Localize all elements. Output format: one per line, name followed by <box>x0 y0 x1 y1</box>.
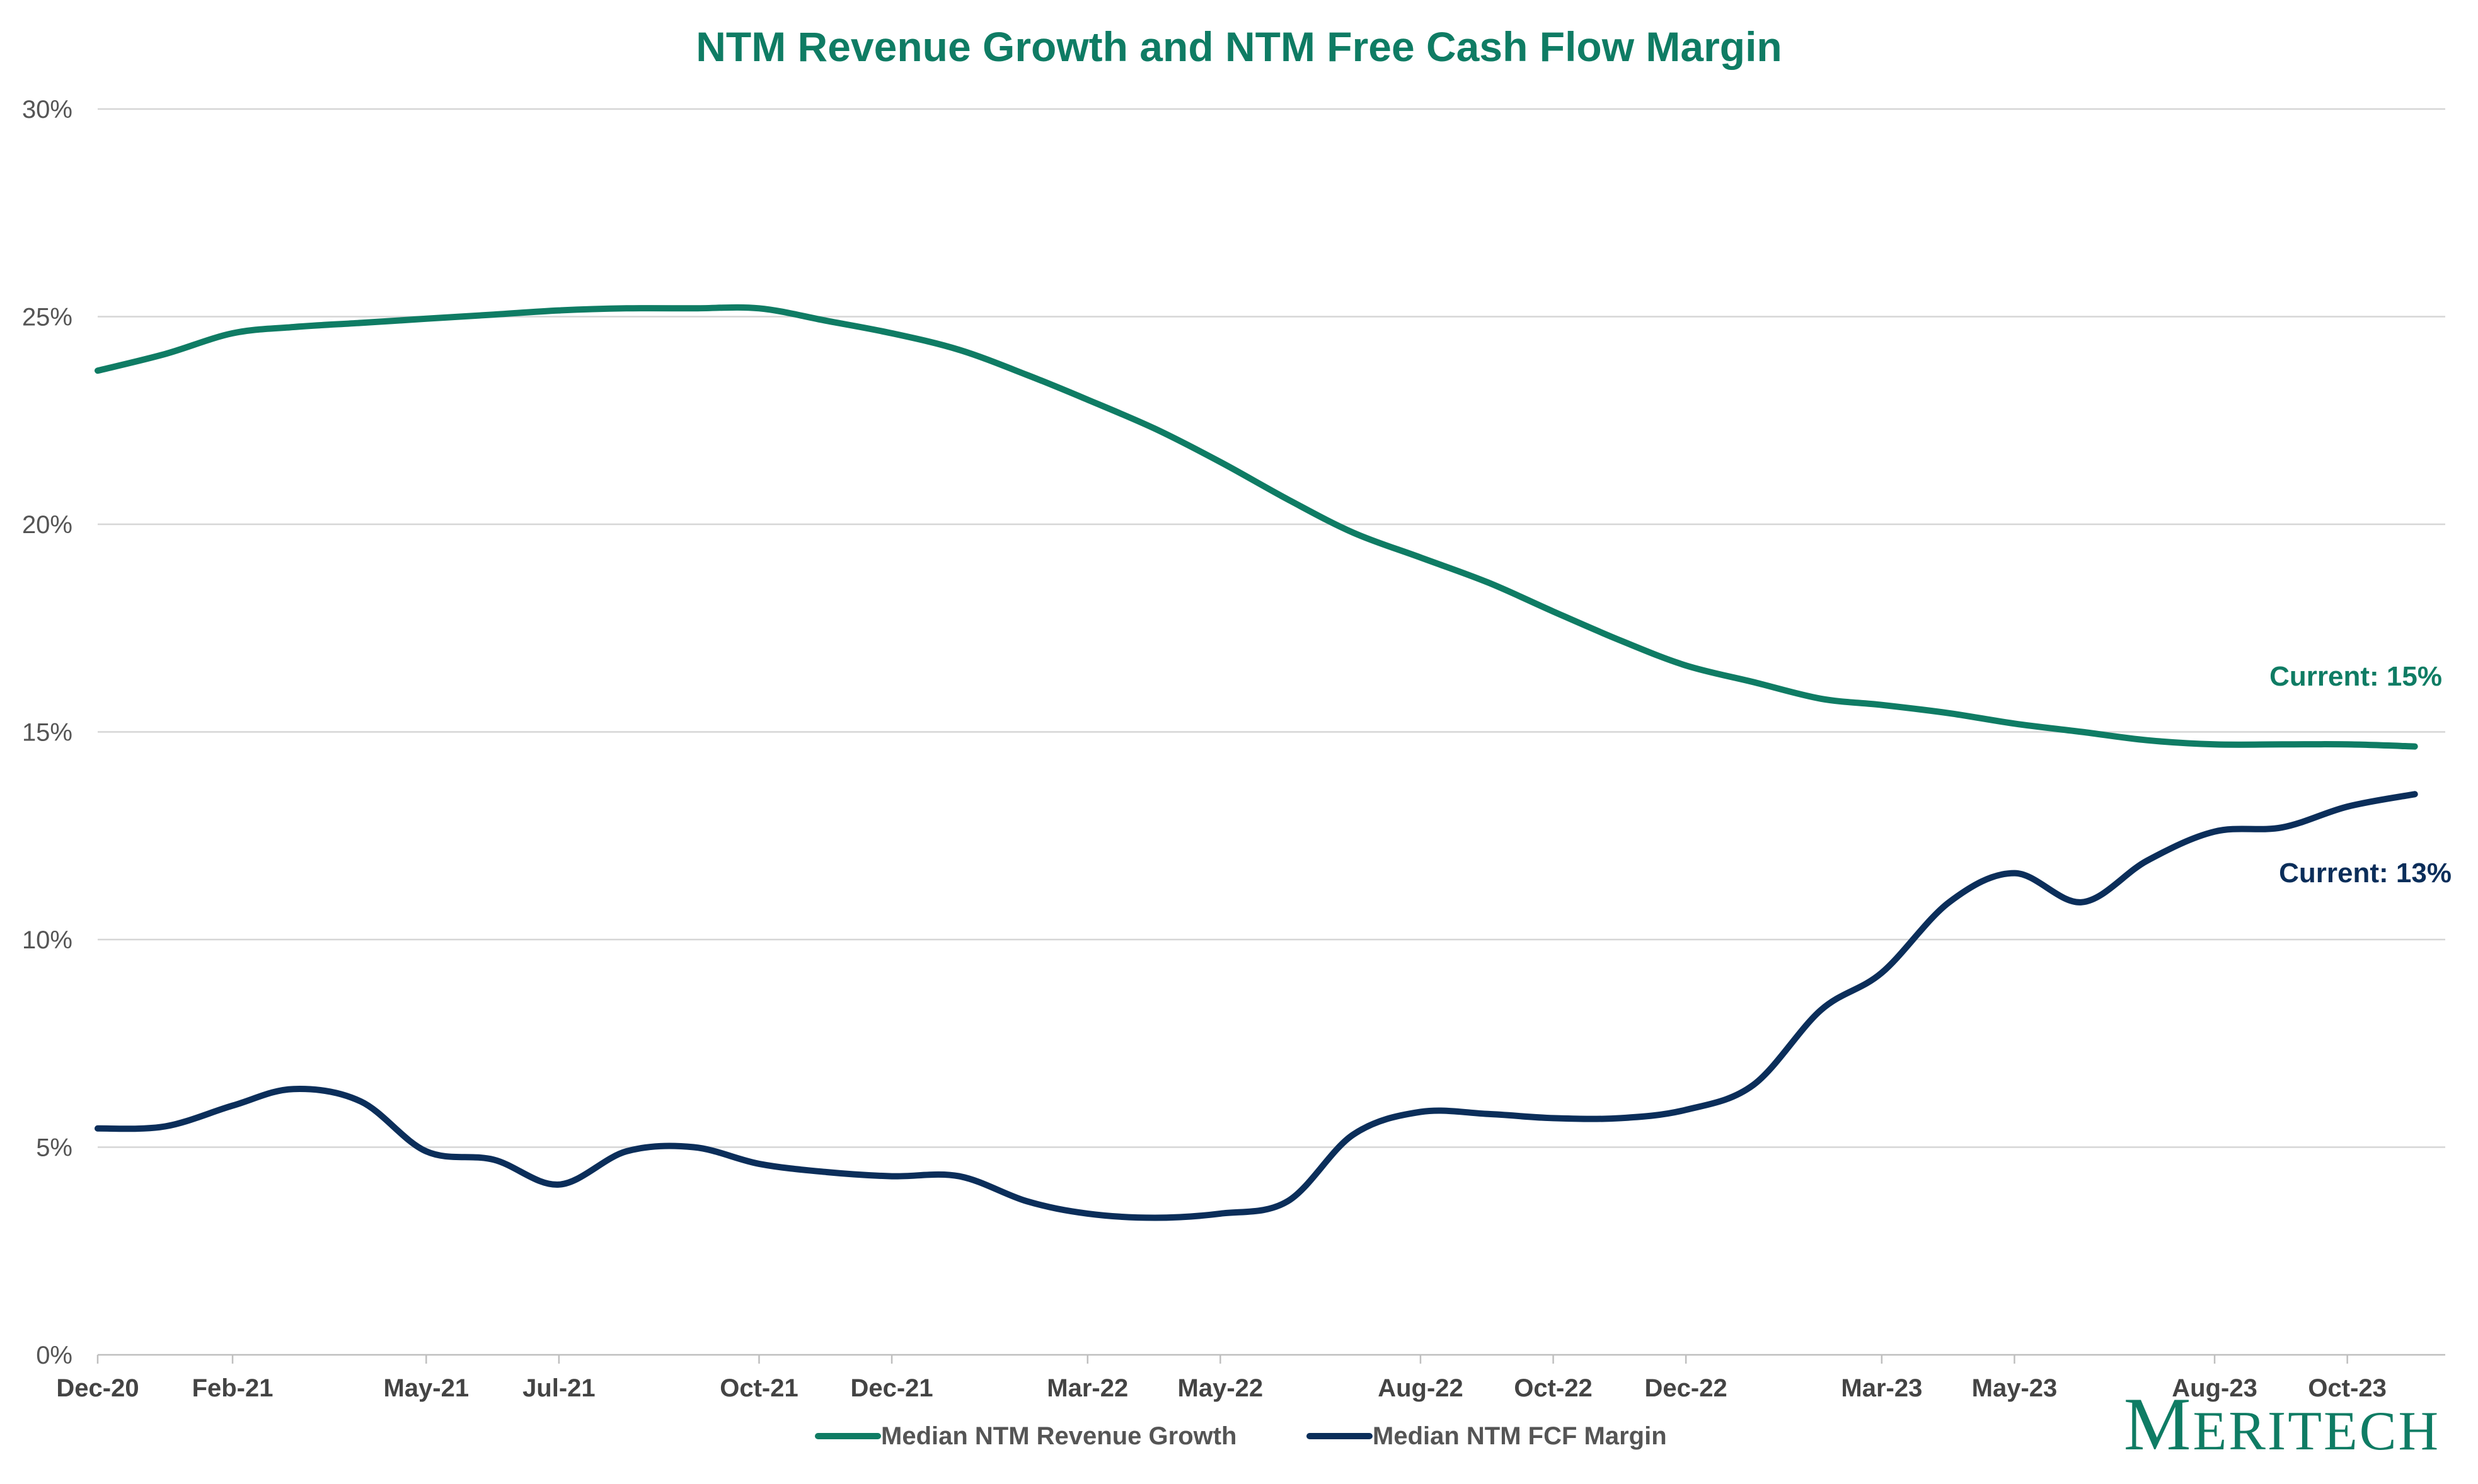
annotation-layer: Current: 15% Current: 13% <box>2269 661 2452 889</box>
current-revenue-annotation: Current: 15% <box>2269 661 2442 692</box>
x-tick-label: Dec-20 <box>56 1374 139 1402</box>
x-tick-label: Feb-21 <box>192 1374 274 1402</box>
x-tick-label: May-21 <box>383 1374 469 1402</box>
chart-title: NTM Revenue Growth and NTM Free Cash Flo… <box>696 23 1782 70</box>
x-tick-label: May-23 <box>1972 1374 2058 1402</box>
y-tick-label: 10% <box>22 926 72 954</box>
current-fcf-annotation: Current: 13% <box>2279 858 2452 889</box>
x-axis: Dec-20 Feb-21 May-21 Jul-21 Oct-21 Dec-21 Mar-… <box>56 1354 2445 1402</box>
grid-layer <box>98 108 2445 1148</box>
y-tick-label: 30% <box>22 96 72 124</box>
x-tick-label: Oct-21 <box>720 1374 798 1402</box>
x-tick-label: Oct-22 <box>1514 1374 1593 1402</box>
x-tick-label: Dec-22 <box>1645 1374 1727 1402</box>
x-tick-label: Aug-22 <box>1378 1374 1463 1402</box>
legend-label: Median NTM FCF Margin <box>1373 1422 1667 1450</box>
x-tick-label: Jul-21 <box>522 1374 596 1402</box>
x-tick-label: Mar-23 <box>1841 1374 1922 1402</box>
x-tick-label: Mar-22 <box>1047 1374 1128 1402</box>
x-tick-label: Oct-23 <box>2308 1374 2387 1402</box>
fcf-margin-line <box>95 791 2418 1221</box>
y-tick-label: 0% <box>36 1342 72 1369</box>
y-axis: 0% 5% 10% 15% 20% 25% 30% <box>22 96 72 1369</box>
series-layer <box>95 304 2418 1221</box>
y-tick-label: 15% <box>22 719 72 747</box>
x-tick-label: Aug-23 <box>2172 1374 2257 1402</box>
y-tick-label: 20% <box>22 511 72 539</box>
legend: Median NTM Revenue Growth Median NTM FCF … <box>815 1422 1667 1450</box>
legend-label: Median NTM Revenue Growth <box>881 1422 1237 1450</box>
revenue-growth-line <box>95 304 2418 750</box>
x-tick-label: May-22 <box>1178 1374 1264 1402</box>
y-tick-label: 25% <box>22 304 72 331</box>
x-tick-label: Dec-21 <box>850 1374 933 1402</box>
y-tick-label: 5% <box>36 1134 72 1162</box>
meritech-logo: MERITECH <box>2123 1382 2440 1466</box>
